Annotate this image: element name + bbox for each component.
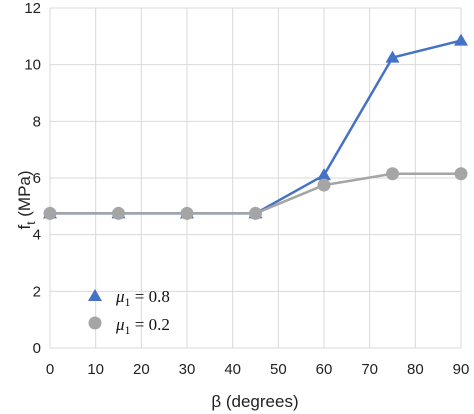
series-2-point-6 (454, 167, 468, 181)
legend-series-1-symbol: μ (115, 287, 125, 306)
y-tick-labels: 0 2 4 6 8 10 12 (24, 0, 41, 357)
series-2-point-3 (249, 206, 262, 220)
series-2-point-0 (43, 206, 57, 220)
x-tick-label-70: 70 (361, 361, 378, 378)
x-tick-label-50: 50 (270, 361, 287, 378)
legend-marker-series-1 (88, 289, 102, 301)
y-tick-label-0: 0 (33, 340, 41, 357)
y-tick-label-6: 6 (33, 170, 41, 187)
series-1-point-4 (317, 168, 331, 181)
y-tick-label-2: 2 (33, 283, 41, 300)
series-2-point-1 (112, 206, 125, 220)
gridlines (49, 7, 462, 349)
y-tick-label-4: 4 (33, 227, 41, 244)
series-1-point-5 (385, 50, 400, 63)
x-tick-label-10: 10 (87, 361, 104, 378)
y-axis-label-sub: t (24, 221, 38, 225)
y-tick-label-10: 10 (24, 57, 41, 74)
x-axis-label: β (degrees) (211, 392, 298, 411)
legend-series-2-symbol: μ (115, 315, 125, 334)
y-axis-label-main: f (15, 225, 34, 230)
x-tick-label-40: 40 (224, 361, 241, 378)
x-tick-label-90: 90 (453, 361, 470, 378)
series-1-line (50, 39, 462, 215)
legend-label-series-1: μ1 = 0.8 (115, 287, 170, 309)
series-2-point-2 (180, 206, 194, 220)
y-axis-label-rest: (MPa) (15, 170, 34, 221)
series-1-point-6 (454, 33, 468, 46)
legend-series-1-rest: = 0.8 (131, 287, 170, 306)
series-group (43, 33, 468, 220)
y-tick-label-8: 8 (33, 113, 41, 130)
x-tick-label-60: 60 (316, 361, 333, 378)
x-tick-label-30: 30 (179, 361, 196, 378)
legend-series-2-sub: 1 (125, 323, 131, 337)
legend-series-1-sub: 1 (125, 295, 131, 309)
y-tick-label-12: 12 (24, 0, 41, 17)
x-tick-label-20: 20 (133, 361, 150, 378)
y-axis-label: ft (MPa) (15, 170, 38, 229)
x-tick-labels: 0 10 20 30 40 50 60 70 80 90 (46, 361, 470, 378)
series-2-point-5 (386, 167, 399, 181)
legend: μ1 = 0.8 μ1 = 0.2 (88, 287, 170, 337)
x-tick-label-0: 0 (46, 361, 54, 378)
legend-marker-series-2 (88, 316, 102, 330)
legend-label-series-2: μ1 = 0.2 (115, 315, 170, 337)
x-tick-label-80: 80 (407, 361, 424, 378)
legend-series-2-rest: = 0.2 (131, 315, 170, 334)
series-2-point-4 (317, 178, 331, 192)
